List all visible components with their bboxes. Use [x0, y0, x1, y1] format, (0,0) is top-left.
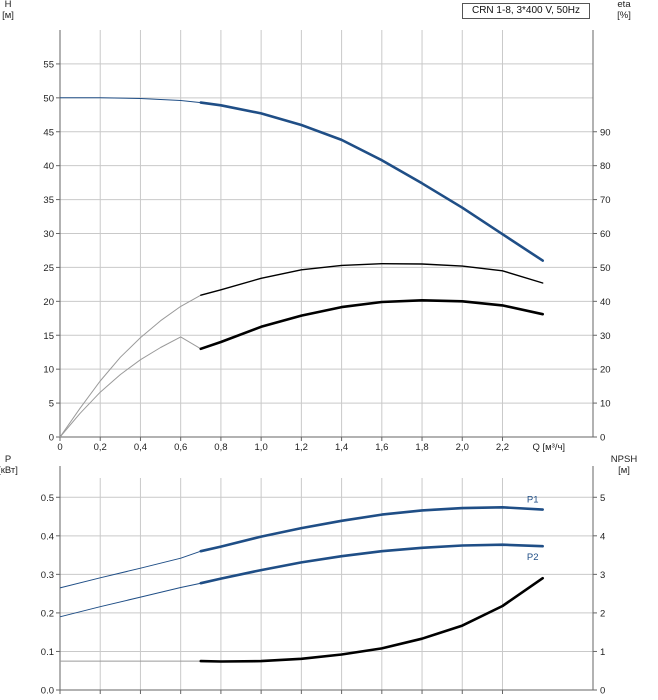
panel2-left-tick-label: 0.1 — [41, 647, 54, 658]
panel2-right-tick-label: 1 — [600, 647, 605, 658]
panel2-left-tick-label: 0.2 — [41, 608, 54, 619]
panel2-left-tick-label: 0.0 — [41, 686, 54, 697]
series-eta_total-line-thin — [59, 336, 202, 438]
panel1-x-tick-label: 0,8 — [214, 442, 227, 453]
panel1-left-tick-label: 0 — [49, 433, 54, 444]
panel1-right-tick-label: 10 — [600, 399, 611, 410]
panel1-right-tick-label: 40 — [600, 297, 611, 308]
panel1-left-tick-label: 10 — [43, 365, 54, 376]
panel1-left-tick-label: 45 — [43, 127, 54, 138]
panel1-right-tick-label: 0 — [600, 433, 605, 444]
panel2-left-tick-label: 0.4 — [41, 531, 54, 542]
panel1-left-tick-label: 40 — [43, 161, 54, 172]
panel2-right-tick-label: 3 — [600, 570, 605, 581]
series-P2-line-thin — [59, 582, 201, 618]
panel1-left-tick-label: 55 — [43, 59, 54, 70]
panel2-right-tick-label: 4 — [600, 531, 605, 542]
x-axis-label: Q [м³/ч] — [532, 442, 565, 453]
panel1-left-tick-label: 35 — [43, 195, 54, 206]
panel1-x-tick-label: 0,4 — [134, 442, 147, 453]
panel1-right-tick-label: 60 — [600, 229, 611, 240]
panel2-right-tick-label: 5 — [600, 493, 605, 504]
panel1-right-tick-label: 70 — [600, 195, 611, 206]
panel1-x-tick-label: 0 — [57, 442, 62, 453]
panel1-right-tick-label: 20 — [600, 365, 611, 376]
panel1-x-tick-label: 1,4 — [335, 442, 348, 453]
legend-box: CRN 1-8, 3*400 V, 50Hz — [462, 3, 590, 19]
series-P2-line — [199, 543, 544, 585]
panel1-left-tick-label: 20 — [43, 297, 54, 308]
panel2-right-tick-label: 2 — [600, 608, 605, 619]
panel2-left-axis-unit: [кВт] — [0, 465, 18, 476]
panel1-left-tick-label: 30 — [43, 229, 54, 240]
panel1-x-tick-label: 0,6 — [174, 442, 187, 453]
panel1-left-axis-unit: [м] — [2, 10, 14, 21]
panel1-x-tick-label: 1,8 — [415, 442, 428, 453]
series-P1-label: P1 — [527, 495, 539, 506]
panel1-x-tick-label: 0,2 — [94, 442, 107, 453]
panel2-left-tick-label: 0.5 — [41, 493, 54, 504]
panel2-left-axis-title: P — [5, 454, 11, 465]
panel2-right-axis-unit: [м] — [618, 465, 630, 476]
panel1-right-tick-label: 30 — [600, 331, 611, 342]
panel1-left-axis-title: H — [5, 0, 12, 10]
panel1-left-tick-label: 50 — [43, 93, 54, 104]
panel2-right-tick-label: 0 — [600, 686, 605, 697]
series-eta_pump-line — [200, 263, 544, 296]
panel1-right-tick-label: 90 — [600, 127, 611, 138]
series-eta_pump-line-thin — [59, 294, 202, 438]
panel1-right-tick-label: 50 — [600, 263, 611, 274]
panel1-left-tick-label: 5 — [49, 399, 54, 410]
panel2-right-axis-title: NPSH — [611, 454, 638, 465]
panel2-left-tick-label: 0.3 — [41, 570, 54, 581]
panel1-x-tick-label: 1,2 — [295, 442, 308, 453]
series-P1-line-thin — [59, 550, 201, 589]
panel1-left-tick-label: 25 — [43, 263, 54, 274]
panel1-left-tick-label: 15 — [43, 331, 54, 342]
panel1-x-tick-label: 1,0 — [255, 442, 268, 453]
panel1-x-tick-label: 2,0 — [456, 442, 469, 453]
panel1-right-tick-label: 80 — [600, 161, 611, 172]
panel1-right-axis-unit: [%] — [617, 10, 631, 21]
series-eta_total-line — [199, 299, 544, 351]
series-P1-line — [199, 506, 544, 553]
series-H-line — [199, 101, 544, 262]
series-NPSH-line — [199, 576, 544, 663]
series-H-line-thin — [60, 97, 201, 104]
panel1-x-tick-label: 1,6 — [375, 442, 388, 453]
panel1-x-tick-label: 2,2 — [496, 442, 509, 453]
series-P2-label: P2 — [527, 552, 539, 563]
panel1-right-axis-title: eta — [617, 0, 631, 10]
